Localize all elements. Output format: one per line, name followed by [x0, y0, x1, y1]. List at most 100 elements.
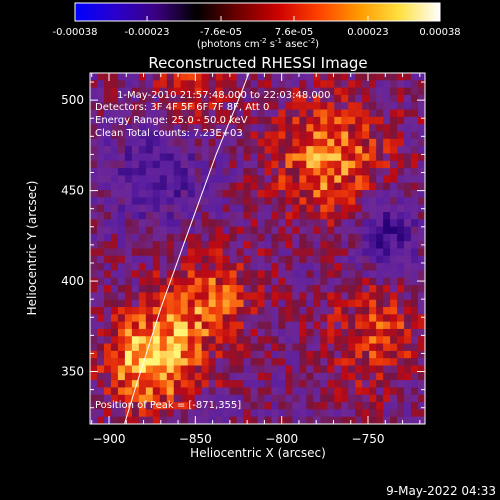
heatmap-cell — [418, 124, 425, 133]
heatmap-cell — [110, 182, 119, 191]
heatmap-cell — [103, 299, 112, 308]
heatmap-cell — [229, 328, 238, 337]
heatmap-cell — [90, 307, 98, 315]
heatmap-cell — [173, 241, 182, 250]
heatmap-cell — [124, 182, 133, 191]
heatmap-cell — [299, 394, 307, 403]
heatmap-cell — [313, 131, 321, 140]
heatmap-cell — [383, 160, 391, 169]
heatmap-cell — [278, 328, 287, 337]
heatmap-cell — [327, 73, 335, 81]
heatmap-cell — [334, 233, 342, 242]
heatmap-cell — [285, 270, 293, 279]
heatmap-cell — [306, 175, 314, 184]
heatmap-cell — [257, 94, 266, 103]
heatmap-cell — [299, 372, 307, 381]
heatmap-cell — [411, 241, 419, 250]
heatmap-cell — [145, 124, 154, 133]
heatmap-cell — [362, 263, 370, 272]
heatmap-cell — [201, 131, 210, 140]
heatmap-cell — [292, 116, 300, 125]
heatmap-cell — [159, 255, 168, 264]
heatmap-cell — [334, 394, 342, 403]
heatmap-cell — [369, 160, 377, 169]
heatmap-cell — [376, 233, 384, 242]
heatmap-cell — [411, 160, 419, 169]
heatmap-cell — [236, 263, 245, 272]
heatmap-cell — [138, 387, 147, 396]
heatmap-cell — [390, 255, 398, 264]
heatmap-cell — [187, 226, 196, 235]
heatmap-cell — [222, 277, 231, 286]
heatmap-cell — [201, 124, 210, 133]
heatmap-cell — [257, 168, 266, 176]
heatmap-cell — [215, 124, 224, 133]
heatmap-cell — [292, 124, 300, 133]
heatmap-cell — [131, 80, 140, 89]
heatmap-cell — [250, 285, 259, 293]
heatmap-cell — [376, 321, 384, 330]
heatmap-cell — [376, 365, 384, 374]
heatmap-cell — [418, 138, 425, 147]
heatmap-cell — [285, 73, 293, 81]
heatmap-cell — [285, 394, 293, 403]
heatmap-cell — [292, 182, 300, 191]
heatmap-cell — [369, 343, 377, 352]
heatmap-cell — [376, 80, 384, 89]
heatmap-cell — [180, 102, 189, 111]
heatmap-cell — [152, 402, 161, 410]
heatmap-cell — [250, 292, 259, 301]
heatmap-cell — [236, 365, 245, 374]
heatmap-cell — [166, 190, 175, 198]
heatmap-cell — [369, 109, 377, 118]
heatmap-cell — [355, 307, 363, 315]
heatmap-cell — [187, 80, 196, 89]
heatmap-cell — [320, 204, 328, 213]
heatmap-cell — [341, 138, 349, 147]
heatmap-cell — [285, 175, 293, 184]
heatmap-cell — [103, 94, 112, 103]
heatmap-cell — [348, 350, 356, 359]
heatmap-cell — [131, 409, 140, 418]
heatmap-cell — [180, 299, 189, 308]
heatmap-cell — [124, 263, 133, 272]
heatmap-cell — [362, 372, 370, 381]
heatmap-cell — [159, 190, 168, 198]
heatmap-cell — [369, 182, 377, 191]
heatmap-cell — [166, 358, 175, 367]
heatmap-cell — [320, 87, 328, 96]
heatmap-cell — [166, 328, 175, 337]
heatmap-cell — [313, 190, 321, 198]
heatmap-cell — [278, 299, 287, 308]
heatmap-cell — [369, 365, 377, 374]
heatmap-cell — [397, 80, 405, 89]
heatmap-cell — [320, 109, 328, 118]
heatmap-cell — [229, 80, 238, 89]
heatmap-cell — [292, 394, 300, 403]
heatmap-cell — [362, 197, 370, 206]
heatmap-cell — [292, 299, 300, 308]
annotation-peak: Position of Peak = [-871,355] — [95, 400, 241, 411]
heatmap-cell — [152, 109, 161, 118]
heatmap-cell — [355, 109, 363, 118]
heatmap-cell — [264, 94, 273, 103]
heatmap-cell — [124, 277, 133, 286]
heatmap-cell — [117, 285, 126, 293]
heatmap-cell — [306, 248, 314, 257]
heatmap-cell — [397, 394, 405, 403]
heatmap-cell — [194, 182, 203, 191]
heatmap-cell — [362, 241, 370, 250]
heatmap-cell — [117, 299, 126, 308]
heatmap-cell — [208, 87, 217, 96]
heatmap-cell — [208, 409, 217, 418]
heatmap-cell — [208, 307, 217, 315]
heatmap-cell — [243, 343, 252, 352]
heatmap-cell — [229, 394, 238, 403]
heatmap-cell — [222, 394, 231, 403]
heatmap-cell — [376, 204, 384, 213]
heatmap-cell — [418, 211, 425, 220]
heatmap-cell — [173, 197, 182, 206]
heatmap-cell — [299, 116, 307, 125]
heatmap-cell — [236, 285, 245, 293]
heatmap-cell — [201, 328, 210, 337]
